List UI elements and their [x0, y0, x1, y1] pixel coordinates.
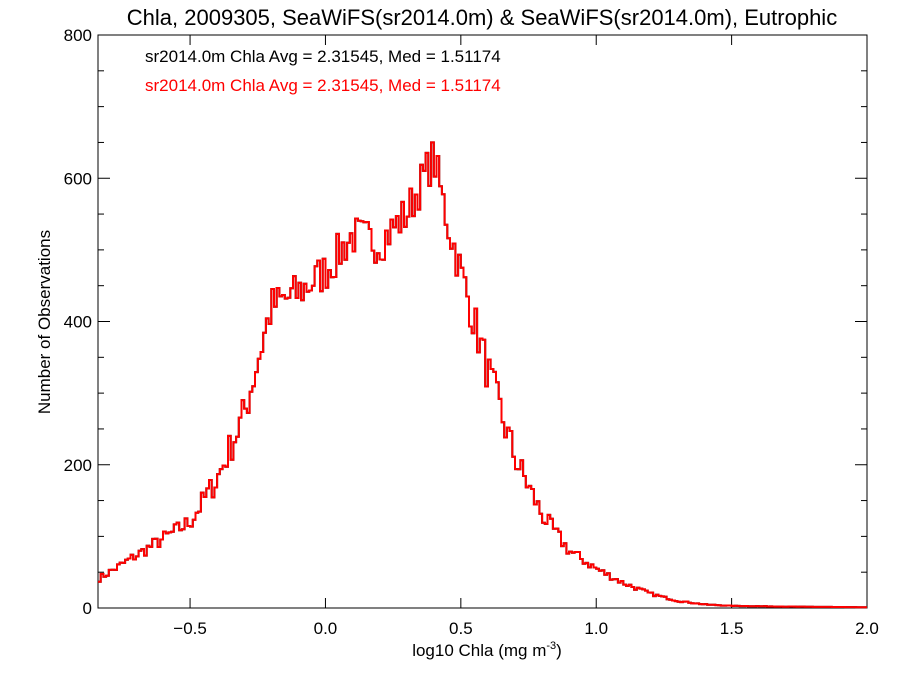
plot-frame — [97, 34, 868, 609]
chart-title: Chla, 2009305, SeaWiFS(sr2014.0m) & SeaW… — [127, 5, 837, 30]
annotation-black: sr2014.0m Chla Avg = 2.31545, Med = 1.51… — [145, 47, 501, 66]
histogram-series-red — [98, 141, 867, 609]
axis-tick-labels: −0.5 0.0 0.5 1.0 1.5 2.0 0 200 400 600 800 — [64, 26, 879, 638]
x-axis-label: log10 Chla (mg m-3) — [412, 640, 562, 660]
x-tick-label: 2.0 — [855, 619, 879, 638]
y-tick-label: 400 — [64, 313, 92, 332]
y-axis-label: Number of Observations — [35, 230, 54, 414]
x-axis-label-end: ) — [556, 641, 562, 660]
histogram-series-black — [98, 141, 867, 609]
x-tick-label: 1.5 — [720, 619, 744, 638]
x-axis-label-sup: -3 — [546, 640, 556, 652]
x-tick-label: 0.0 — [314, 619, 338, 638]
x-tick-label: 1.0 — [584, 619, 608, 638]
y-tick-label: 800 — [64, 26, 92, 45]
x-axis-label-main: log10 Chla (mg m — [412, 641, 546, 660]
annotation-red: sr2014.0m Chla Avg = 2.31545, Med = 1.51… — [145, 76, 501, 95]
axis-ticks — [98, 34, 868, 609]
x-tick-label: 0.5 — [449, 619, 473, 638]
y-tick-label: 600 — [64, 169, 92, 188]
x-tick-label: −0.5 — [173, 619, 207, 638]
y-tick-label: 200 — [64, 456, 92, 475]
y-tick-label: 0 — [83, 599, 92, 618]
